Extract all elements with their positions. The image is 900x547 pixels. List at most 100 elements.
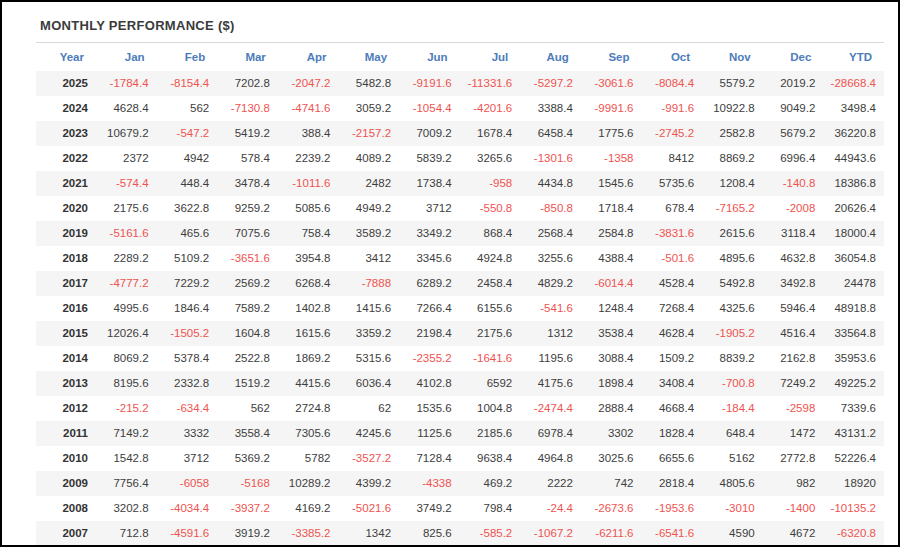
table-row-2011: 20117149.233323558.47305.64245.61125.621… — [36, 421, 884, 446]
value-cell-feb: 562 — [157, 96, 218, 121]
value-cell-nov: -3010 — [702, 496, 763, 521]
value-cell-mar: 1604.8 — [217, 321, 278, 346]
value-cell-nov: 5579.2 — [702, 71, 763, 96]
column-header-aug: Aug — [520, 43, 581, 71]
table-row-2016: 20164995.61846.47589.21402.81415.67266.4… — [36, 296, 884, 321]
value-cell-ytd: 18920 — [823, 471, 884, 496]
value-cell-sep: 1898.4 — [581, 371, 642, 396]
value-cell-nov: 4325.6 — [702, 296, 763, 321]
value-cell-nov: 8869.2 — [702, 146, 763, 171]
value-cell-may: 1342 — [338, 521, 399, 547]
year-cell: 2025 — [36, 71, 96, 96]
value-cell-ytd: 52226.4 — [823, 446, 884, 471]
value-cell-jul: -958 — [460, 171, 521, 196]
value-cell-ytd: 36220.8 — [823, 121, 884, 146]
value-cell-jan: 712.8 — [96, 521, 157, 547]
value-cell-feb: 4942 — [157, 146, 218, 171]
value-cell-dec: 5679.2 — [763, 121, 824, 146]
value-cell-feb: -4034.4 — [157, 496, 218, 521]
year-cell: 2008 — [36, 496, 96, 521]
table-row-2022: 202223724942578.42239.24089.25839.23265.… — [36, 146, 884, 171]
value-cell-sep: -3061.6 — [581, 71, 642, 96]
value-cell-oct: -6541.6 — [641, 521, 702, 547]
value-cell-oct: 8412 — [641, 146, 702, 171]
value-cell-oct: 1828.4 — [641, 421, 702, 446]
value-cell-oct: 4528.4 — [641, 271, 702, 296]
value-cell-sep: 3302 — [581, 421, 642, 446]
value-cell-jan: -4777.2 — [96, 271, 157, 296]
value-cell-feb: -6058 — [157, 471, 218, 496]
value-cell-apr: 3954.8 — [278, 246, 339, 271]
value-cell-oct: 4668.4 — [641, 396, 702, 421]
value-cell-sep: 1718.4 — [581, 196, 642, 221]
table-row-2018: 20182289.25109.2-3651.63954.834123345.64… — [36, 246, 884, 271]
value-cell-apr: 1869.2 — [278, 346, 339, 371]
content-area: MONTHLY PERFORMANCE ($) YearJanFebMarApr… — [2, 2, 898, 547]
value-cell-may: 6036.4 — [338, 371, 399, 396]
value-cell-jan: 7149.2 — [96, 421, 157, 446]
column-header-mar: Mar — [217, 43, 278, 71]
value-cell-ytd: -6320.8 — [823, 521, 884, 547]
value-cell-aug: 3255.6 — [520, 246, 581, 271]
value-cell-jan: 4628.4 — [96, 96, 157, 121]
value-cell-apr: 4415.6 — [278, 371, 339, 396]
value-cell-aug: 4434.8 — [520, 171, 581, 196]
value-cell-nov: 2582.8 — [702, 121, 763, 146]
value-cell-nov: 4590 — [702, 521, 763, 547]
year-cell: 2019 — [36, 221, 96, 246]
value-cell-mar: -3937.2 — [217, 496, 278, 521]
value-cell-sep: 1545.6 — [581, 171, 642, 196]
table-row-2015: 201512026.4-1505.21604.81615.63359.22198… — [36, 321, 884, 346]
page-title: MONTHLY PERFORMANCE ($) — [40, 18, 884, 33]
year-cell: 2016 — [36, 296, 96, 321]
value-cell-jun: 3749.2 — [399, 496, 460, 521]
value-cell-oct: -3831.6 — [641, 221, 702, 246]
value-cell-dec: 4672 — [763, 521, 824, 547]
value-cell-nov: -184.4 — [702, 396, 763, 421]
value-cell-feb: 3332 — [157, 421, 218, 446]
value-cell-nov: -7165.2 — [702, 196, 763, 221]
year-cell: 2011 — [36, 421, 96, 446]
value-cell-apr: 4169.2 — [278, 496, 339, 521]
value-cell-apr: -3385.2 — [278, 521, 339, 547]
value-cell-jun: 1535.6 — [399, 396, 460, 421]
value-cell-jan: 12026.4 — [96, 321, 157, 346]
value-cell-feb: -4591.6 — [157, 521, 218, 547]
value-cell-ytd: 3498.4 — [823, 96, 884, 121]
value-cell-dec: 5946.4 — [763, 296, 824, 321]
table-row-2021: 2021-574.4448.43478.4-1011.624821738.4-9… — [36, 171, 884, 196]
value-cell-ytd: -28668.4 — [823, 71, 884, 96]
value-cell-sep: -2673.6 — [581, 496, 642, 521]
value-cell-jul: 2175.6 — [460, 321, 521, 346]
value-cell-apr: 1402.8 — [278, 296, 339, 321]
value-cell-jun: 7128.4 — [399, 446, 460, 471]
value-cell-dec: 4632.8 — [763, 246, 824, 271]
value-cell-aug: 4175.6 — [520, 371, 581, 396]
value-cell-sep: -6211.6 — [581, 521, 642, 547]
value-cell-apr: 758.4 — [278, 221, 339, 246]
value-cell-aug: 6978.4 — [520, 421, 581, 446]
value-cell-apr: -1011.6 — [278, 171, 339, 196]
value-cell-aug: 3388.4 — [520, 96, 581, 121]
value-cell-jul: 798.4 — [460, 496, 521, 521]
column-header-nov: Nov — [702, 43, 763, 71]
value-cell-dec: 982 — [763, 471, 824, 496]
value-cell-sep: 2584.8 — [581, 221, 642, 246]
value-cell-mar: 1519.2 — [217, 371, 278, 396]
value-cell-nov: -1905.2 — [702, 321, 763, 346]
value-cell-jun: 3349.2 — [399, 221, 460, 246]
value-cell-feb: 3712 — [157, 446, 218, 471]
value-cell-aug: -541.6 — [520, 296, 581, 321]
value-cell-jul: 1004.8 — [460, 396, 521, 421]
column-header-sep: Sep — [581, 43, 642, 71]
value-cell-mar: 9259.2 — [217, 196, 278, 221]
value-cell-may: 3589.2 — [338, 221, 399, 246]
value-cell-ytd: 36054.8 — [823, 246, 884, 271]
value-cell-oct: 3408.4 — [641, 371, 702, 396]
year-cell: 2022 — [36, 146, 96, 171]
value-cell-dec: 2019.2 — [763, 71, 824, 96]
value-cell-dec: 3492.8 — [763, 271, 824, 296]
value-cell-oct: 2818.4 — [641, 471, 702, 496]
value-cell-dec: 9049.2 — [763, 96, 824, 121]
value-cell-jan: 3202.8 — [96, 496, 157, 521]
